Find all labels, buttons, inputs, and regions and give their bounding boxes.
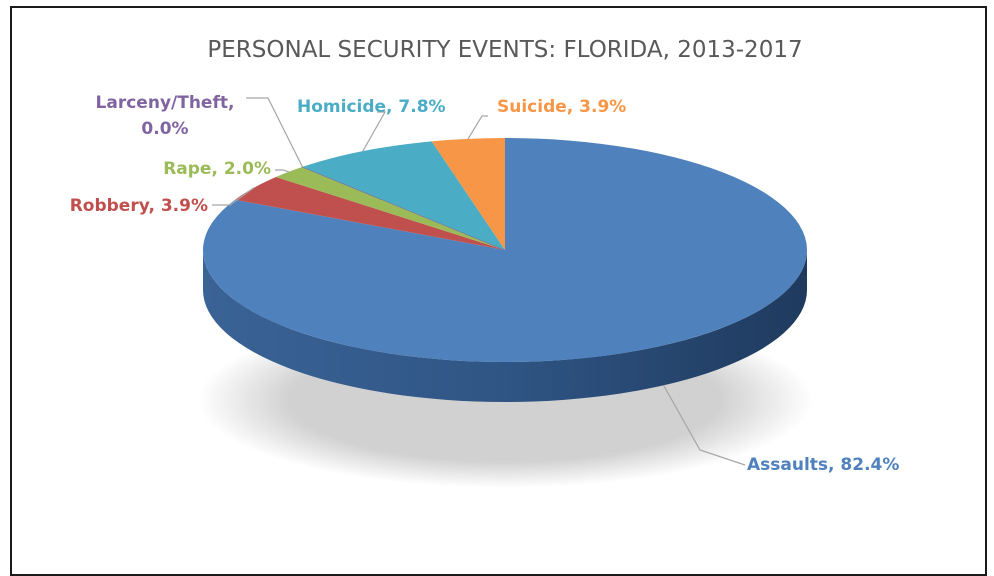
leader-lines: [212, 97, 746, 466]
pie-top: [203, 138, 808, 362]
data-label-larceny-line1: Larceny/Theft,: [96, 93, 235, 113]
slice-rape: [275, 166, 505, 250]
slice-assaults: [203, 138, 808, 362]
leader-line-rape: [275, 169, 289, 173]
chart-title: PERSONAL SECURITY EVENTS: FLORIDA, 2013-…: [207, 37, 802, 63]
leader-line-larceny-theft: [246, 97, 303, 168]
slice-robbery: [235, 176, 506, 250]
leader-line-suicide: [467, 115, 488, 140]
slice-homicide: [302, 141, 505, 250]
leader-line-assaults: [663, 385, 746, 466]
data-label-larceny-line2: 0.0%: [141, 119, 188, 139]
pie-side: [203, 250, 807, 402]
data-label-assaults: Assaults, 82.4%: [747, 455, 899, 475]
data-label-homicide: Homicide, 7.8%: [297, 97, 446, 117]
data-label-suicide: Suicide, 3.9%: [497, 97, 626, 117]
leader-line-robbery: [212, 187, 254, 206]
data-label-robbery: Robbery, 3.9%: [70, 196, 208, 216]
slice-larceny-theft: [302, 166, 506, 251]
pie-side-wall: [203, 250, 807, 402]
leader-line-homicide: [362, 111, 387, 152]
slice-suicide: [431, 138, 505, 250]
data-label-rape: Rape, 2.0%: [163, 159, 271, 179]
